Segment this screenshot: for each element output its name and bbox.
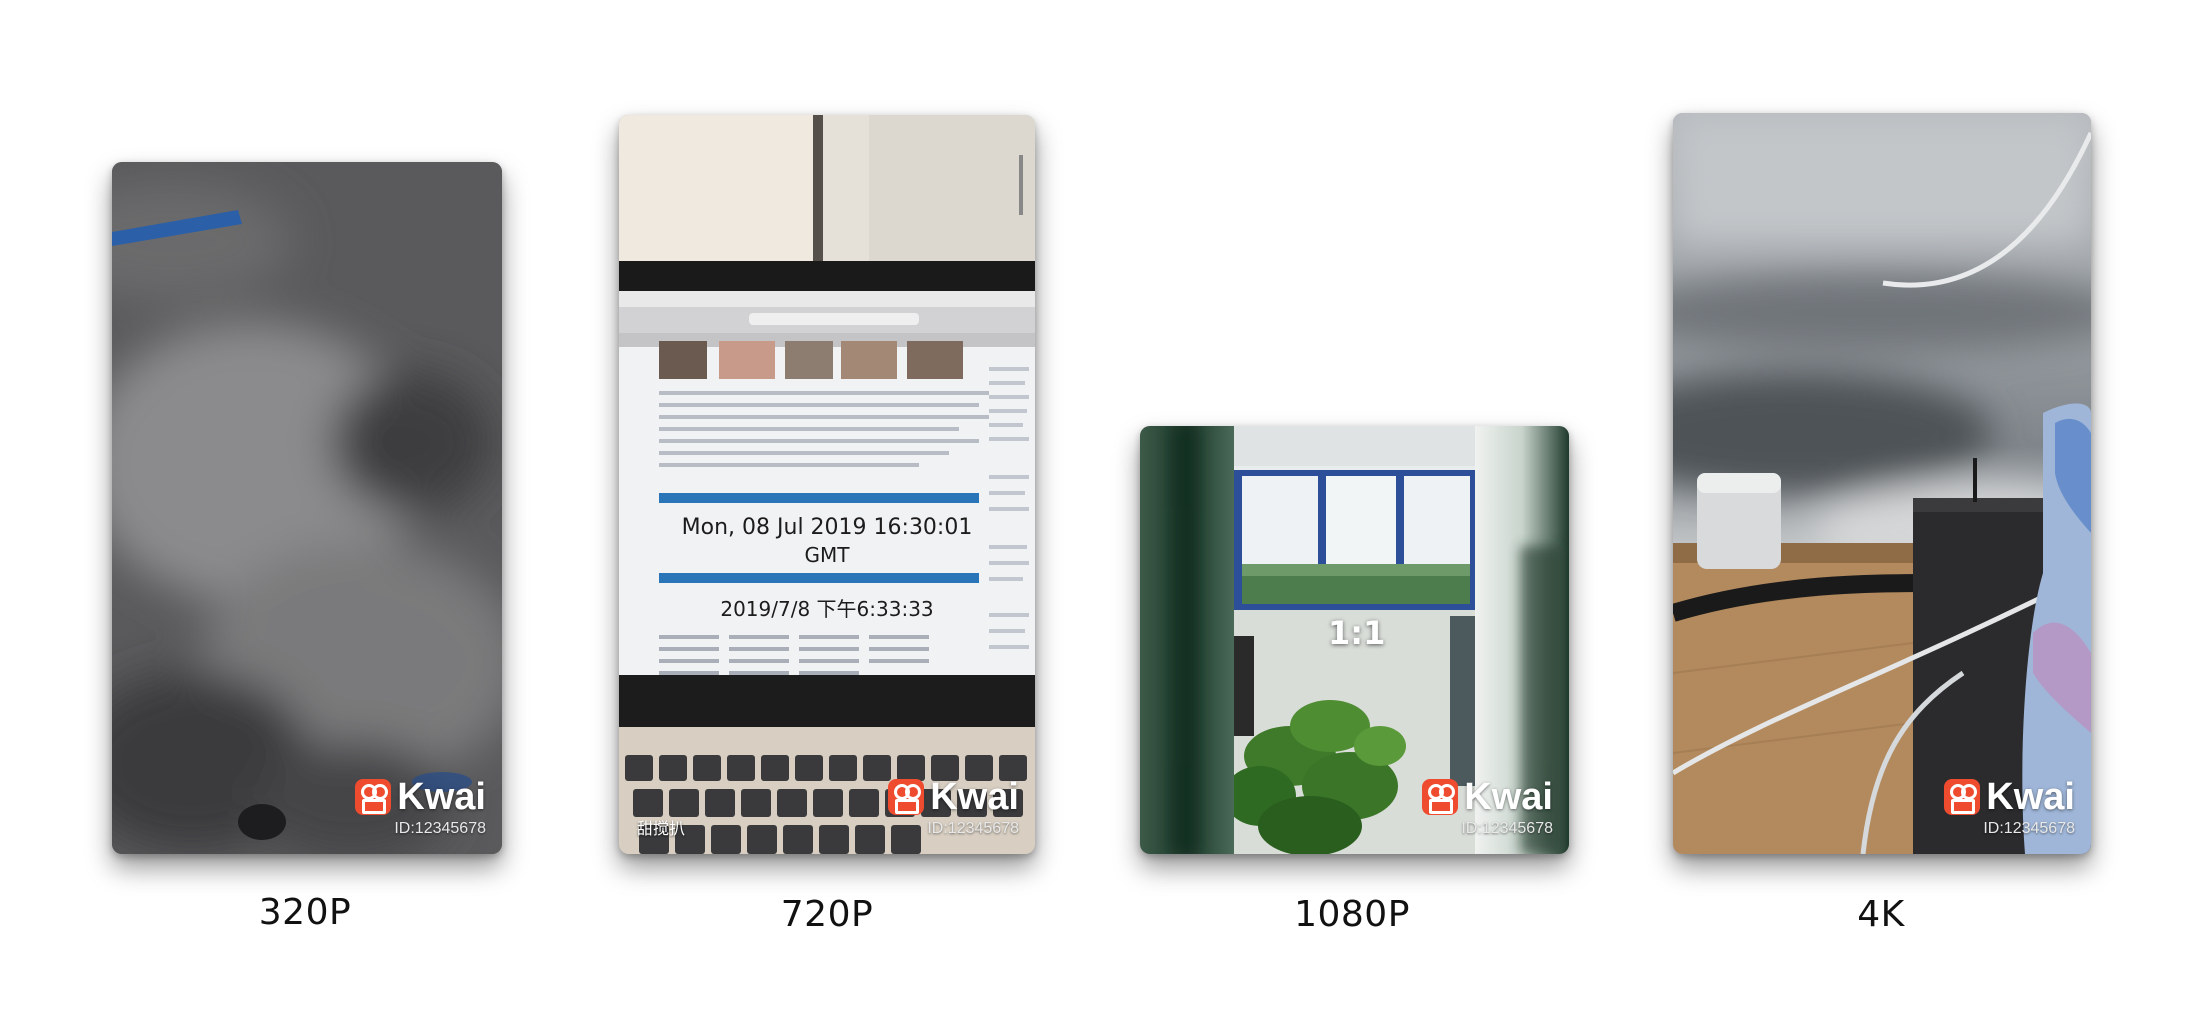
kwai-brand-text: Kwai — [1986, 776, 2075, 818]
screen-date-gmt: Mon, 08 Jul 2019 16:30:01 — [681, 515, 973, 540]
kwai-logo-icon — [1944, 779, 1981, 815]
kwai-watermark: Kwai ID:12345678 — [355, 778, 486, 838]
caption-4k: 4K — [1857, 894, 1905, 935]
office-window-scene — [1140, 426, 1569, 854]
caption-320p: 320P — [258, 892, 352, 933]
aspect-ratio-label: 1:1 — [1328, 614, 1386, 652]
kwai-brand-text: Kwai — [1464, 776, 1553, 818]
kwai-brand-text: Kwai — [930, 776, 1019, 818]
kwai-watermark: Kwai ID:12345678 — [888, 778, 1019, 838]
kwai-user-id: ID:12345678 — [927, 820, 1019, 837]
video-thumbnail-1080p[interactable]: 1:1 Kwai ID:12345678 — [1140, 426, 1569, 854]
caption-720p: 720P — [780, 894, 874, 935]
kwai-logo-icon — [888, 779, 925, 815]
kwai-watermark: Kwai ID:12345678 — [1944, 778, 2075, 838]
kwai-watermark: Kwai ID:12345678 — [1422, 778, 1553, 838]
video-thumbnail-4k[interactable]: Kwai ID:12345678 — [1673, 113, 2091, 854]
kwai-logo-icon — [1422, 779, 1459, 815]
laptop-scene — [619, 115, 1035, 854]
desk-scene — [1673, 113, 2091, 854]
kwai-brand-text: Kwai — [397, 776, 486, 818]
video-thumbnail-320p[interactable]: Kwai ID:12345678 — [112, 162, 502, 854]
kwai-user-id: ID:12345678 — [1983, 820, 2075, 837]
creator-handle: 甜搅扒 — [637, 819, 686, 838]
kwai-user-id: ID:12345678 — [1461, 820, 1553, 837]
caption-1080p: 1080P — [1294, 894, 1410, 935]
screen-date-local: 2019/7/8 下午6:33:33 — [720, 597, 934, 621]
carpet-scene — [112, 162, 502, 854]
kwai-user-id: ID:12345678 — [394, 820, 486, 837]
screen-gmt-label: GMT — [804, 543, 850, 567]
kwai-logo-icon — [355, 779, 392, 815]
video-thumbnail-720p[interactable]: Mon, 08 Jul 2019 16:30:01 GMT 2019/7/8 下… — [619, 115, 1035, 854]
